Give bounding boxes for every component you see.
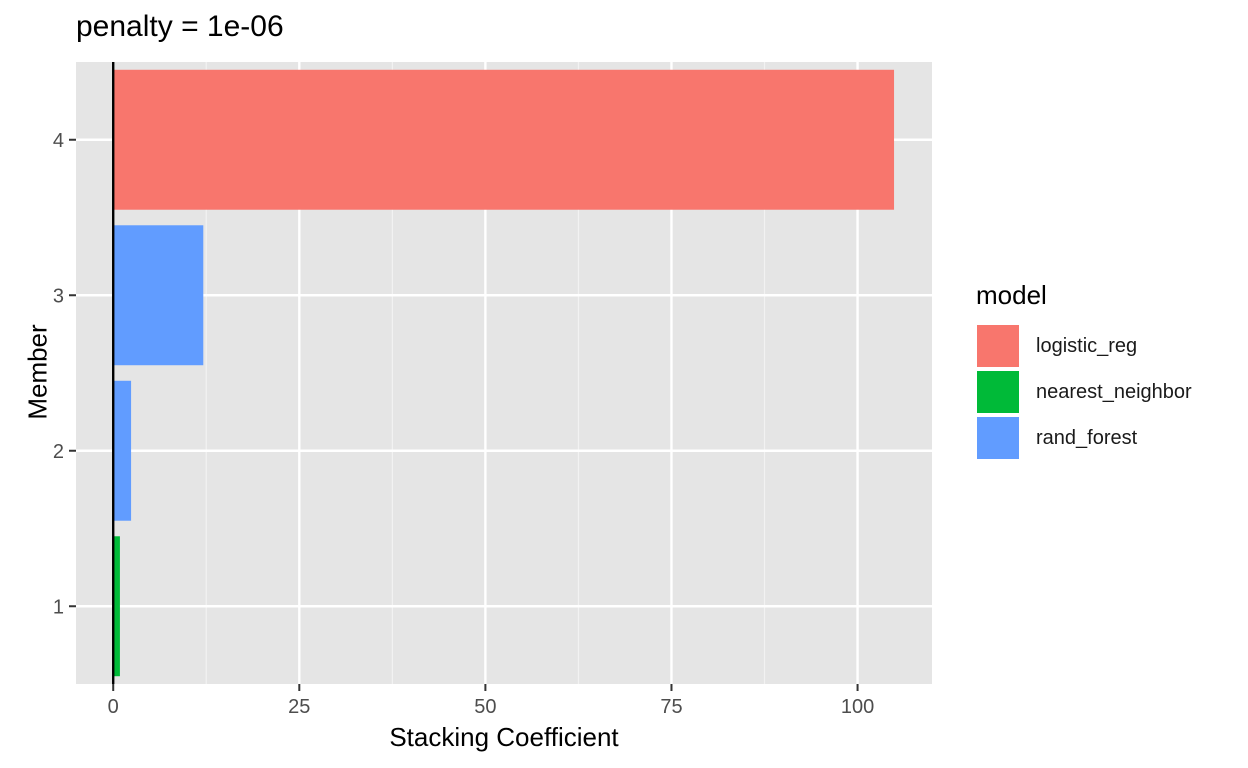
legend-key-nearest-neighbor <box>976 370 1020 414</box>
x-tick-label: 50 <box>474 696 496 718</box>
bar-member-1 <box>113 536 120 677</box>
y-tick-label: 1 <box>53 596 64 618</box>
bar-member-2 <box>113 380 132 521</box>
y-tick-label: 3 <box>53 285 64 307</box>
legend-key-logistic-reg <box>976 324 1020 368</box>
x-tick-label: 0 <box>108 696 119 718</box>
legend-item-logistic-reg: logistic_reg <box>976 323 1192 369</box>
x-tick-label: 25 <box>288 696 310 718</box>
legend-item-nearest-neighbor: nearest_neighbor <box>976 369 1192 415</box>
legend-label: nearest_neighbor <box>1036 380 1192 403</box>
bar-member-4 <box>113 69 895 210</box>
y-axis-title: Member <box>22 324 53 420</box>
legend-label: logistic_reg <box>1036 334 1138 357</box>
x-tick-label: 75 <box>660 696 682 718</box>
legend-label: rand_forest <box>1036 426 1138 449</box>
x-axis-title: Stacking Coefficient <box>389 722 619 752</box>
chart-title: penalty = 1e-06 <box>76 10 284 43</box>
legend-title: model <box>976 280 1047 310</box>
bar-member-3 <box>113 225 204 366</box>
x-tick-label: 100 <box>841 696 874 718</box>
legend: model logistic_reg nearest_neighbor rand… <box>976 280 1192 461</box>
legend-key-rand-forest <box>976 416 1020 460</box>
legend-item-rand-forest: rand_forest <box>976 415 1192 461</box>
y-tick-label: 2 <box>53 441 64 463</box>
y-tick-label: 4 <box>53 130 64 152</box>
